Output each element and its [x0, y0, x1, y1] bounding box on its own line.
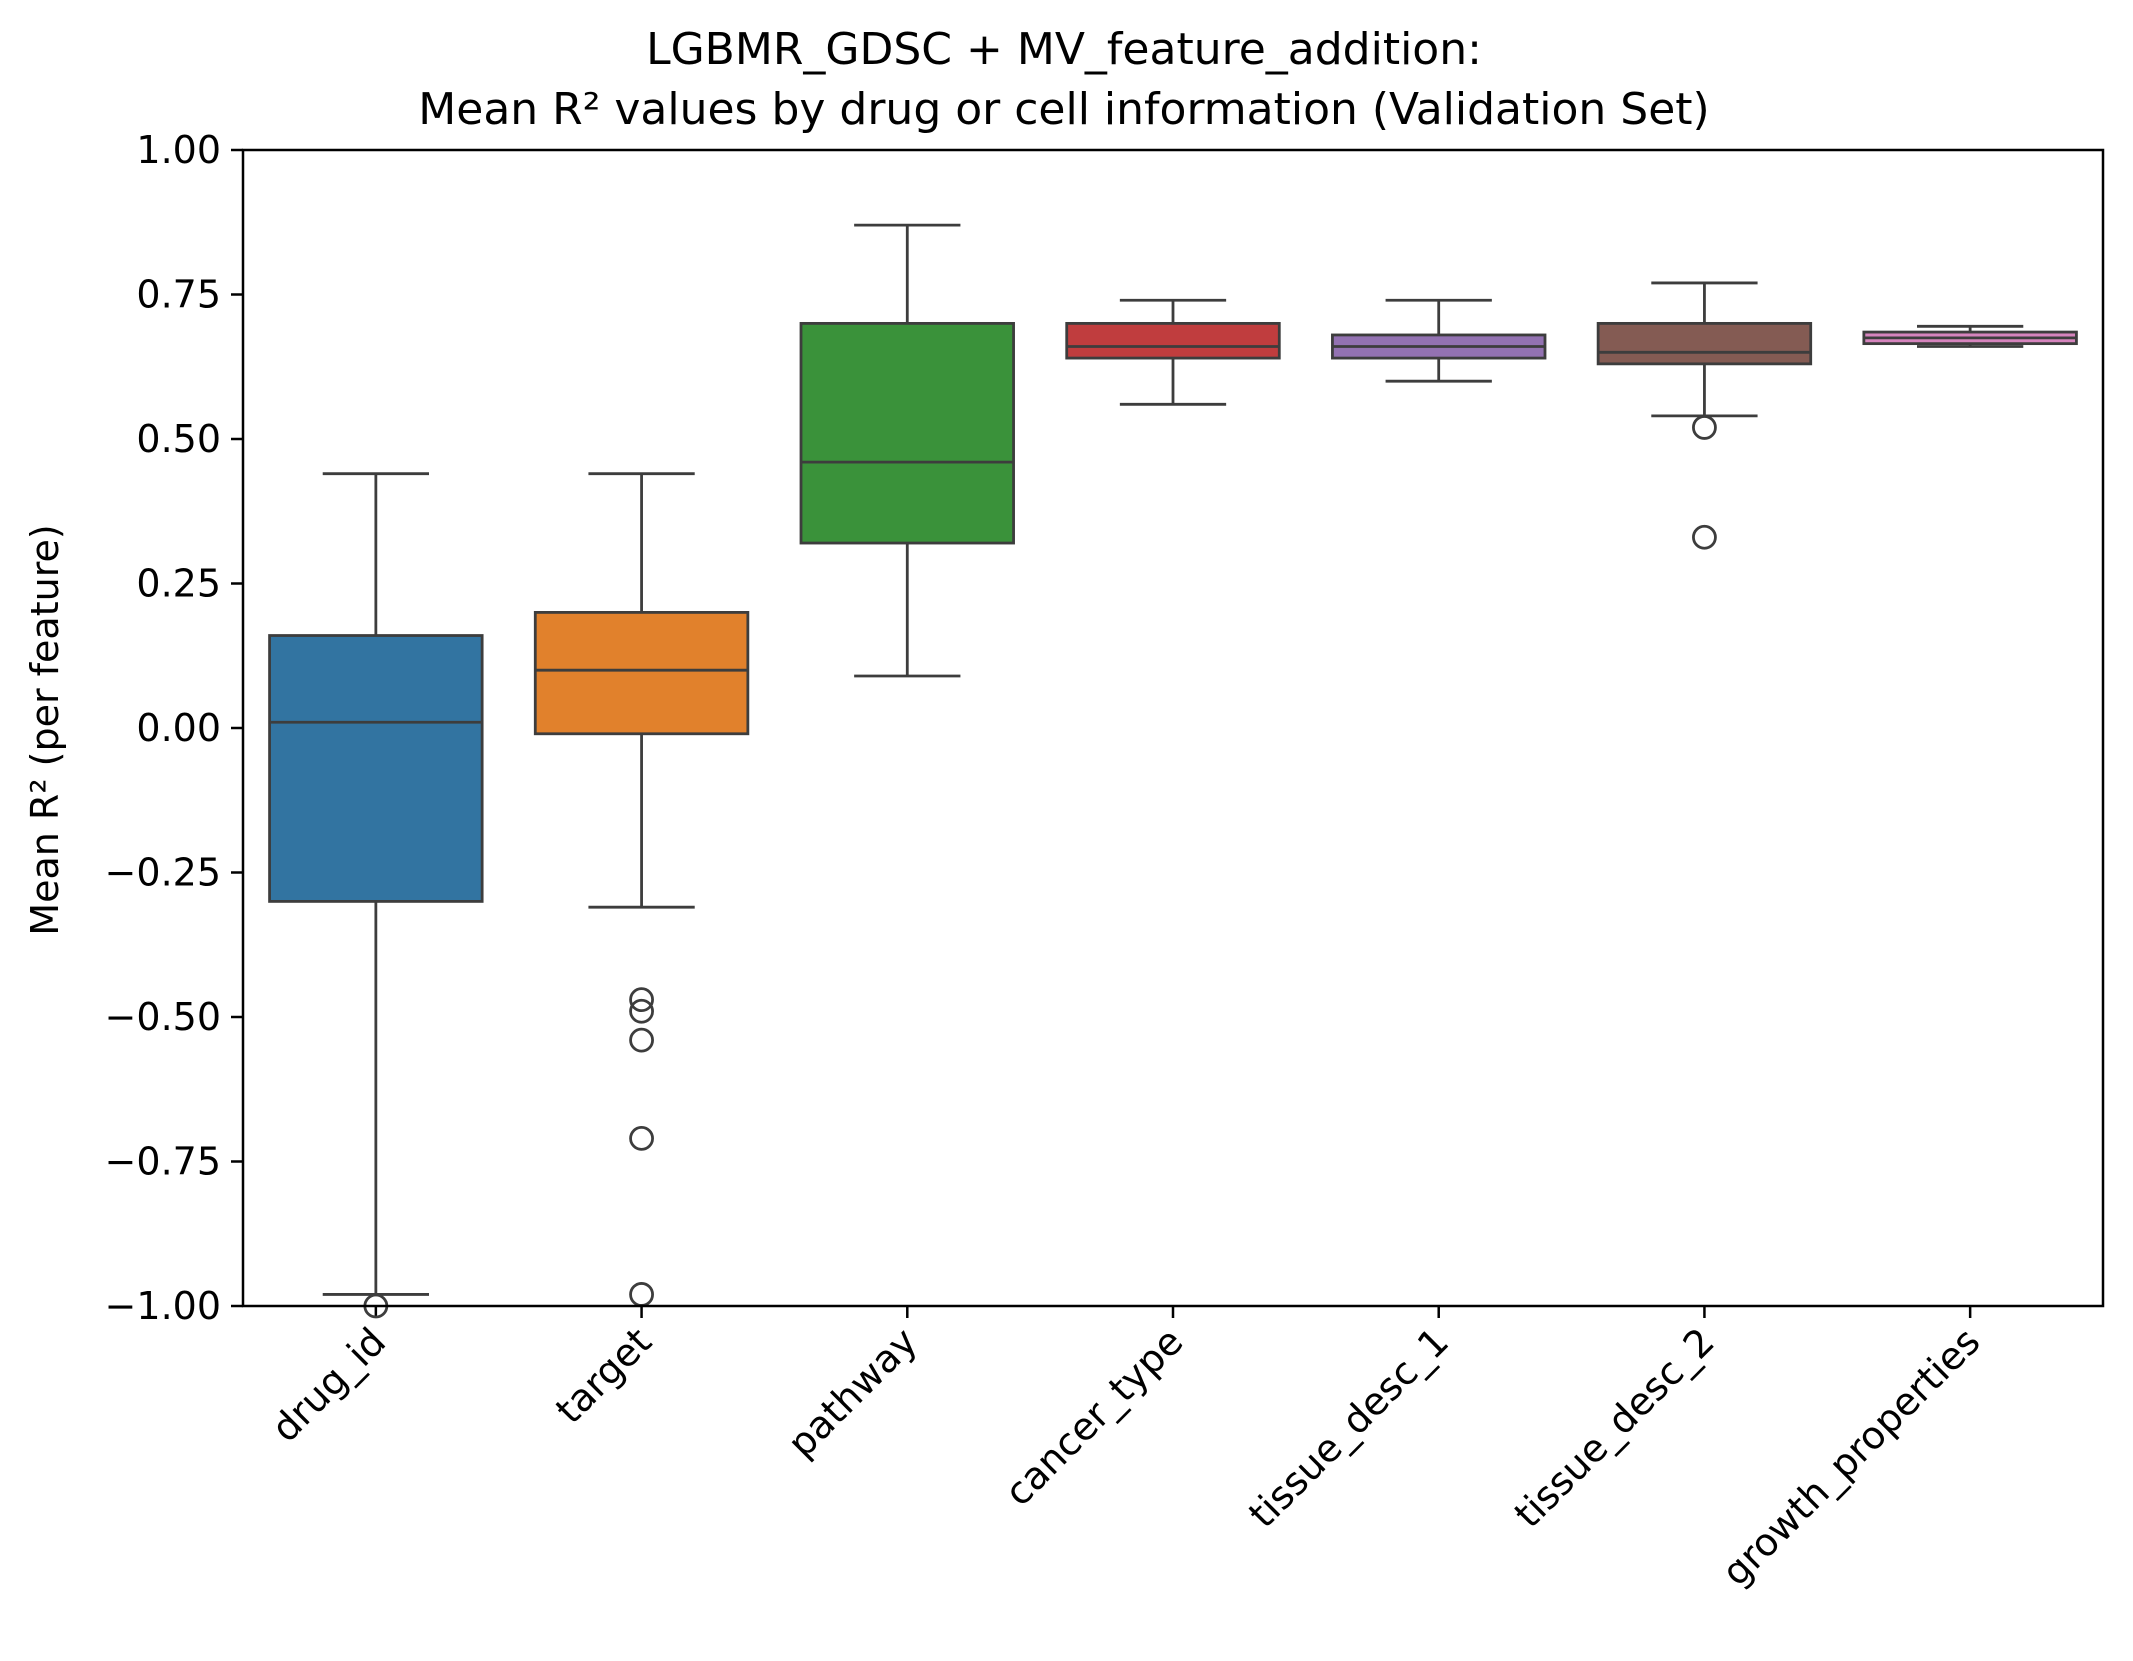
- y-axis-label: Mean R² (per feature): [23, 524, 67, 935]
- y-tick-label: 0.50: [136, 417, 221, 461]
- y-tick-label: 0.25: [136, 562, 221, 606]
- chart-title-line-2: Mean R² values by drug or cell informati…: [418, 84, 1709, 135]
- outlier-point: [629, 1027, 654, 1053]
- outlier-point: [1692, 415, 1717, 440]
- y-tick-label: 0.00: [136, 706, 221, 750]
- y-tick-label: 0.75: [136, 273, 221, 317]
- box-pathway: [799, 321, 1015, 545]
- y-tick-label: −1.00: [105, 1284, 221, 1328]
- outlier-point: [629, 987, 654, 1013]
- y-tick-label: −0.25: [105, 851, 221, 895]
- outlier-point: [1692, 524, 1717, 550]
- chart-title-line-1: LGBMR_GDSC + MV_feature_addition:: [646, 24, 1482, 75]
- box-cancer_type: [1065, 321, 1281, 360]
- y-tick-label: −0.50: [105, 995, 221, 1039]
- outlier-point: [629, 1125, 654, 1151]
- box-tissue_desc_2: [1596, 321, 1813, 366]
- box-drug_id: [268, 634, 484, 903]
- y-tick-label: 1.00: [136, 128, 221, 172]
- box-target: [533, 611, 750, 736]
- y-tick-label: −0.75: [105, 1140, 221, 1184]
- outlier-point: [629, 998, 654, 1024]
- plot-frame: [241, 148, 2105, 1308]
